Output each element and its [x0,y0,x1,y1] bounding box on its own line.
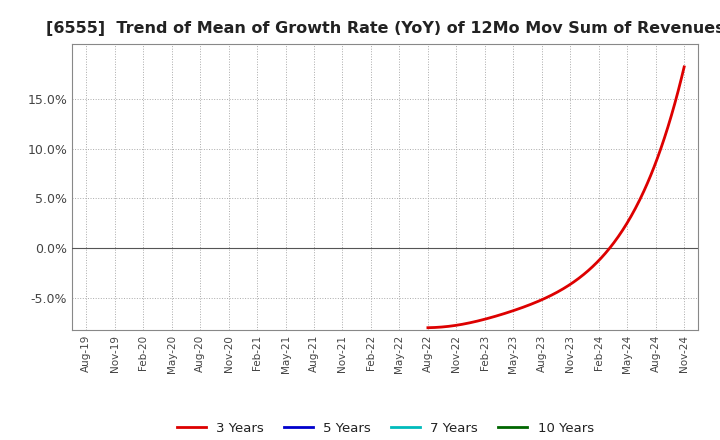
Legend: 3 Years, 5 Years, 7 Years, 10 Years: 3 Years, 5 Years, 7 Years, 10 Years [171,417,599,440]
Title: [6555]  Trend of Mean of Growth Rate (YoY) of 12Mo Mov Sum of Revenues: [6555] Trend of Mean of Growth Rate (YoY… [46,21,720,36]
